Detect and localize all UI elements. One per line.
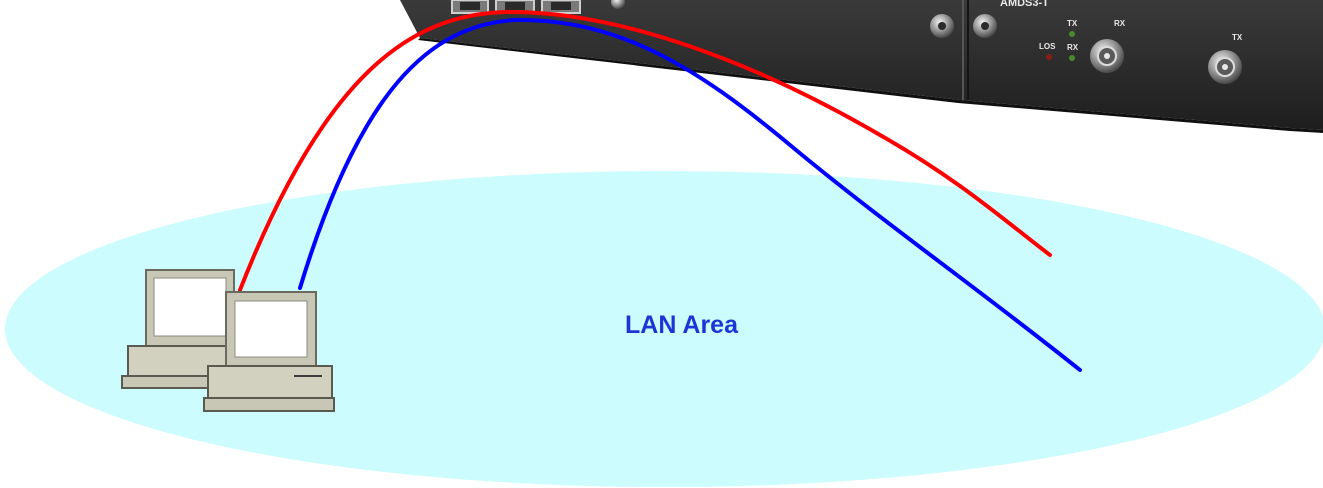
computer-keyboard bbox=[203, 397, 335, 412]
network-device: AMDS3-T TX RX LOS RX TX bbox=[400, 0, 1323, 133]
rx-led bbox=[1069, 55, 1075, 61]
red-cable bbox=[238, 9, 1052, 292]
bnc-label-tx: TX bbox=[1232, 33, 1243, 42]
screw-icon bbox=[611, 0, 625, 9]
led-label-tx: TX bbox=[1067, 19, 1078, 28]
blue-cable bbox=[298, 17, 1082, 372]
device-chassis bbox=[400, 0, 1323, 130]
front-computer bbox=[203, 291, 335, 412]
back-computer bbox=[121, 269, 243, 389]
bnc-connector-rx[interactable] bbox=[1090, 39, 1124, 73]
module-title: AMDS3-T bbox=[1000, 0, 1049, 9]
led-label-rx: RX bbox=[1067, 43, 1079, 52]
led-label-los: LOS bbox=[1039, 42, 1056, 51]
ethernet-ports bbox=[451, 0, 625, 14]
lan-area-label: LAN Area bbox=[625, 311, 739, 339]
led-label-rx-port-top: RX bbox=[1114, 19, 1126, 28]
los-led bbox=[1046, 54, 1052, 60]
computer-screen bbox=[234, 300, 308, 358]
tx-led bbox=[1069, 31, 1075, 37]
device-front-edge bbox=[418, 38, 1323, 133]
bnc-connector-tx[interactable] bbox=[1208, 50, 1242, 84]
computer-screen bbox=[153, 277, 227, 337]
computer-base bbox=[207, 365, 333, 399]
